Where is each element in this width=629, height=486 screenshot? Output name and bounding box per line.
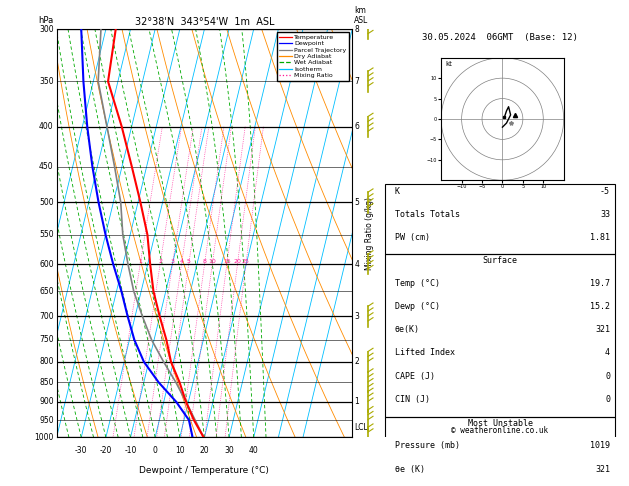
Text: Surface: Surface <box>482 256 518 265</box>
Text: 8: 8 <box>354 25 359 34</box>
Text: 750: 750 <box>39 335 53 345</box>
Text: 850: 850 <box>39 378 53 387</box>
Text: 321: 321 <box>595 465 610 474</box>
Text: 19.7: 19.7 <box>590 278 610 288</box>
Text: 450: 450 <box>39 162 53 171</box>
Text: 0: 0 <box>605 395 610 404</box>
Text: 6: 6 <box>354 122 359 131</box>
Text: 650: 650 <box>39 287 53 296</box>
Text: PW (cm): PW (cm) <box>395 233 430 243</box>
Text: -30: -30 <box>75 446 87 454</box>
Text: 33: 33 <box>600 210 610 219</box>
Bar <box>386 417 615 486</box>
Text: 500: 500 <box>39 198 53 207</box>
Text: Lifted Index: Lifted Index <box>395 348 455 357</box>
Text: 15: 15 <box>223 259 231 264</box>
Text: θe(K): θe(K) <box>395 325 420 334</box>
Text: 800: 800 <box>39 357 53 366</box>
Text: 1: 1 <box>138 259 142 264</box>
Text: Dewp (°C): Dewp (°C) <box>395 302 440 311</box>
Text: Most Unstable: Most Unstable <box>467 418 533 428</box>
Text: 0: 0 <box>153 446 158 454</box>
Bar <box>386 184 615 254</box>
Text: 2: 2 <box>158 259 162 264</box>
Text: -20: -20 <box>99 446 112 454</box>
Text: Totals Totals: Totals Totals <box>395 210 460 219</box>
Text: 300: 300 <box>39 25 53 34</box>
Text: hPa: hPa <box>38 16 53 25</box>
Text: 10: 10 <box>175 446 184 454</box>
Text: 8: 8 <box>203 259 206 264</box>
Legend: Temperature, Dewpoint, Parcel Trajectory, Dry Adiabat, Wet Adiabat, Isotherm, Mi: Temperature, Dewpoint, Parcel Trajectory… <box>277 32 349 81</box>
Text: θe (K): θe (K) <box>395 465 425 474</box>
Text: 321: 321 <box>595 325 610 334</box>
Text: 4: 4 <box>354 260 359 269</box>
Text: 40: 40 <box>249 446 259 454</box>
Text: 1019: 1019 <box>590 441 610 451</box>
Text: 700: 700 <box>39 312 53 321</box>
Text: Dewpoint / Temperature (°C): Dewpoint / Temperature (°C) <box>140 466 269 475</box>
Title: 32°38'N  343°54'W  1m  ASL: 32°38'N 343°54'W 1m ASL <box>135 17 274 27</box>
Text: 900: 900 <box>39 397 53 406</box>
Bar <box>386 254 615 417</box>
Text: 3: 3 <box>170 259 174 264</box>
Text: 950: 950 <box>39 416 53 424</box>
Text: 7: 7 <box>354 77 359 86</box>
Text: 20: 20 <box>233 259 242 264</box>
Text: 30: 30 <box>224 446 234 454</box>
Text: © weatheronline.co.uk: © weatheronline.co.uk <box>452 426 548 435</box>
Text: LCL: LCL <box>354 422 368 432</box>
Text: 0: 0 <box>605 372 610 381</box>
Text: 1000: 1000 <box>34 433 53 442</box>
Text: 3: 3 <box>354 312 359 321</box>
Text: 15.2: 15.2 <box>590 302 610 311</box>
Text: km
ASL: km ASL <box>354 6 369 25</box>
Text: K: K <box>395 187 400 196</box>
Text: 1.81: 1.81 <box>590 233 610 243</box>
Text: kt: kt <box>445 61 452 67</box>
Text: Mixing Ratio (g/kg): Mixing Ratio (g/kg) <box>365 197 374 270</box>
Text: 350: 350 <box>39 77 53 86</box>
Text: 4: 4 <box>605 348 610 357</box>
Text: -10: -10 <box>125 446 136 454</box>
Text: 25: 25 <box>242 259 250 264</box>
Text: 600: 600 <box>39 260 53 269</box>
Text: 1: 1 <box>354 397 359 406</box>
Text: 5: 5 <box>187 259 191 264</box>
Text: 20: 20 <box>199 446 209 454</box>
Text: Pressure (mb): Pressure (mb) <box>395 441 460 451</box>
Text: 30.05.2024  06GMT  (Base: 12): 30.05.2024 06GMT (Base: 12) <box>422 33 578 42</box>
Text: 5: 5 <box>354 198 359 207</box>
Text: -5: -5 <box>600 187 610 196</box>
Text: 400: 400 <box>39 122 53 131</box>
Text: 550: 550 <box>39 230 53 239</box>
Text: Temp (°C): Temp (°C) <box>395 278 440 288</box>
Text: CAPE (J): CAPE (J) <box>395 372 435 381</box>
Text: 10: 10 <box>208 259 216 264</box>
Text: 4: 4 <box>179 259 184 264</box>
Text: CIN (J): CIN (J) <box>395 395 430 404</box>
Text: 2: 2 <box>354 357 359 366</box>
